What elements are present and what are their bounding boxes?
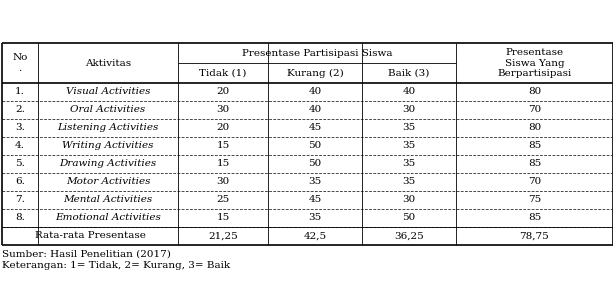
Text: 30: 30	[402, 106, 416, 114]
Text: Baik (3): Baik (3)	[388, 68, 430, 77]
Text: Mental Activities: Mental Activities	[63, 196, 153, 205]
Text: 45: 45	[308, 123, 322, 132]
Text: 50: 50	[402, 214, 416, 223]
Text: 15: 15	[216, 214, 230, 223]
Text: 35: 35	[402, 141, 416, 150]
Text: 45: 45	[308, 196, 322, 205]
Text: 40: 40	[308, 106, 322, 114]
Text: 30: 30	[216, 178, 230, 187]
Text: 25: 25	[216, 196, 230, 205]
Text: 4.: 4.	[15, 141, 25, 150]
Text: 80: 80	[528, 123, 541, 132]
Text: 85: 85	[528, 214, 541, 223]
Text: 35: 35	[402, 123, 416, 132]
Text: 85: 85	[528, 141, 541, 150]
Text: Tidak (1): Tidak (1)	[199, 68, 246, 77]
Text: 30: 30	[402, 196, 416, 205]
Text: 35: 35	[402, 178, 416, 187]
Text: 6.: 6.	[15, 178, 25, 187]
Text: 42,5: 42,5	[303, 232, 327, 240]
Text: 36,25: 36,25	[394, 232, 424, 240]
Text: 80: 80	[528, 88, 541, 97]
Text: 1.: 1.	[15, 88, 25, 97]
Text: Presentase
Siswa Yang
Berpartisipasi: Presentase Siswa Yang Berpartisipasi	[497, 48, 572, 78]
Text: 35: 35	[402, 159, 416, 168]
Text: 35: 35	[308, 178, 322, 187]
Text: Writing Activities: Writing Activities	[63, 141, 154, 150]
Text: 70: 70	[528, 178, 541, 187]
Text: Sumber: Hasil Penelitian (2017): Sumber: Hasil Penelitian (2017)	[2, 250, 171, 259]
Text: 5.: 5.	[15, 159, 25, 168]
Text: 21,25: 21,25	[208, 232, 238, 240]
Text: Kurang (2): Kurang (2)	[287, 68, 343, 78]
Text: No
.: No .	[12, 53, 28, 73]
Text: Listening Activities: Listening Activities	[57, 123, 159, 132]
Text: 70: 70	[528, 106, 541, 114]
Text: 50: 50	[308, 159, 322, 168]
Text: 2.: 2.	[15, 106, 25, 114]
Text: 40: 40	[402, 88, 416, 97]
Text: Visual Activities: Visual Activities	[66, 88, 150, 97]
Text: Presentase Partisipasi Siswa: Presentase Partisipasi Siswa	[242, 49, 392, 58]
Text: Oral Activities: Oral Activities	[70, 106, 146, 114]
Text: 75: 75	[528, 196, 541, 205]
Text: 20: 20	[216, 88, 230, 97]
Text: Motor Activities: Motor Activities	[66, 178, 150, 187]
Text: 30: 30	[216, 106, 230, 114]
Text: 20: 20	[216, 123, 230, 132]
Text: 40: 40	[308, 88, 322, 97]
Text: 8.: 8.	[15, 214, 25, 223]
Text: 85: 85	[528, 159, 541, 168]
Text: Keterangan: 1= Tidak, 2= Kurang, 3= Baik: Keterangan: 1= Tidak, 2= Kurang, 3= Baik	[2, 261, 230, 270]
Text: Emotional Activities: Emotional Activities	[55, 214, 161, 223]
Text: 50: 50	[308, 141, 322, 150]
Text: 78,75: 78,75	[520, 232, 549, 240]
Text: 7.: 7.	[15, 196, 25, 205]
Text: Drawing Activities: Drawing Activities	[59, 159, 157, 168]
Text: 35: 35	[308, 214, 322, 223]
Text: 3.: 3.	[15, 123, 25, 132]
Text: Rata-rata Presentase: Rata-rata Presentase	[34, 232, 145, 240]
Text: 15: 15	[216, 141, 230, 150]
Text: 15: 15	[216, 159, 230, 168]
Text: Aktivitas: Aktivitas	[85, 58, 131, 68]
